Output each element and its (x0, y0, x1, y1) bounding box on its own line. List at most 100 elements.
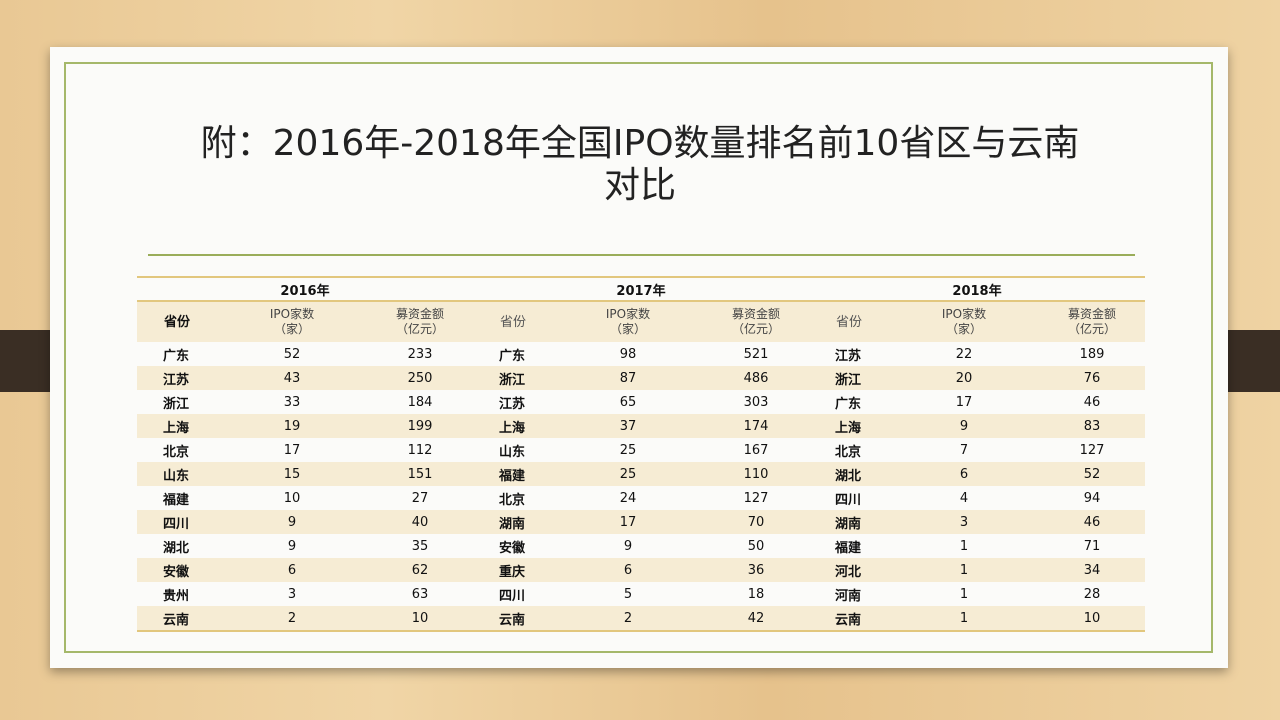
table-row: 山东 15 151 福建 25 110 湖北 6 52 (137, 462, 1145, 486)
cell-province: 山东 (499, 444, 526, 460)
cell-province: 云南 (809, 606, 889, 632)
cell-province: 福建 (473, 462, 553, 486)
header-province: 省份 (473, 301, 553, 342)
cell-ipo-count: 19 (217, 414, 367, 438)
header-label: 募资金额 (395, 307, 444, 321)
cell-province: 四川 (137, 510, 217, 534)
cell-province: 安徽 (137, 558, 217, 582)
cell-ipo-count: 98 (619, 346, 637, 362)
cell-province: 贵州 (163, 588, 190, 604)
cell-province: 浙江 (473, 366, 553, 390)
cell-ipo-count: 15 (217, 462, 367, 486)
cell-province: 广东 (163, 348, 190, 364)
title-line-1: 附：2016年-2018年全国IPO数量排名前10省区与云南 (200, 123, 1080, 164)
cell-ipo-count: 7 (959, 442, 969, 458)
cell-ipo-count: 37 (553, 414, 703, 438)
cell-amount: 486 (703, 366, 809, 390)
cell-amount: 250 (367, 366, 473, 390)
header-ipo-count: IPO家数 （家） (217, 301, 367, 342)
header-amount: 募资金额 （亿元） (703, 301, 809, 342)
table-row: 四川 9 40 湖南 17 70 湖南 3 46 (137, 510, 1145, 534)
cell-ipo-count: 10 (283, 490, 301, 506)
cell-amount: 167 (743, 442, 769, 458)
cell-amount: 303 (743, 394, 769, 410)
cell-amount: 71 (1083, 538, 1101, 554)
cell-province: 浙江 (809, 366, 889, 390)
title-divider (148, 254, 1135, 256)
cell-amount: 76 (1039, 366, 1145, 390)
slide-frame (64, 62, 1213, 653)
cell-ipo-count: 43 (217, 366, 367, 390)
cell-amount: 18 (747, 586, 765, 602)
cell-amount: 112 (407, 442, 433, 458)
year-header: 2018年 (809, 276, 1145, 302)
cell-amount: 174 (703, 414, 809, 438)
cell-amount: 199 (367, 414, 473, 438)
table-row: 广东 52 233 广东 98 521 江苏 22 189 (137, 342, 1145, 366)
header-label: IPO家数 (269, 307, 315, 321)
year-header: 2017年 (473, 276, 809, 302)
cell-province: 上海 (473, 414, 553, 438)
cell-province: 河南 (835, 588, 862, 604)
cell-province: 四川 (835, 492, 862, 508)
cell-province: 江苏 (835, 348, 862, 364)
cell-ipo-count: 25 (553, 462, 703, 486)
cell-amount: 46 (1039, 510, 1145, 534)
cell-province: 上海 (137, 414, 217, 438)
cell-amount: 40 (367, 510, 473, 534)
cell-amount: 52 (1039, 462, 1145, 486)
cell-amount: 151 (367, 462, 473, 486)
cell-ipo-count: 3 (287, 586, 297, 602)
cell-ipo-count: 17 (553, 510, 703, 534)
year-header: 2016年 (137, 276, 473, 302)
cell-province: 福建 (163, 492, 190, 508)
cell-province: 北京 (163, 444, 190, 460)
cell-ipo-count: 17 (955, 394, 973, 410)
slide-title: 附：2016年-2018年全国IPO数量排名前10省区与云南 对比 (140, 123, 1140, 207)
cell-amount: 63 (411, 586, 429, 602)
cell-province: 山东 (137, 462, 217, 486)
cell-province: 湖南 (473, 510, 553, 534)
cell-province: 上海 (809, 414, 889, 438)
header-label: IPO家数 (605, 307, 651, 321)
cell-province: 河北 (809, 558, 889, 582)
ipo-table: 2016年 2017年 2018年 省份 IPO家数 （家） 募资金额 （亿元） 省份 IPO家… (137, 276, 1145, 632)
cell-amount: 35 (411, 538, 429, 554)
header-label: 募资金额 (1067, 307, 1116, 321)
cell-province: 江苏 (499, 396, 526, 412)
table-row: 浙江 33 184 江苏 65 303 广东 17 46 (137, 390, 1145, 414)
cell-amount: 83 (1039, 414, 1145, 438)
cell-amount: 94 (1083, 490, 1101, 506)
table-row: 福建 10 27 北京 24 127 四川 4 94 (137, 486, 1145, 510)
cell-province: 广东 (835, 396, 862, 412)
cell-province: 北京 (835, 444, 862, 460)
cell-ipo-count: 3 (889, 510, 1039, 534)
header-unit: （家） (945, 322, 982, 336)
cell-ipo-count: 1 (959, 586, 969, 602)
cell-province: 四川 (499, 588, 526, 604)
table-row: 北京 17 112 山东 25 167 北京 7 127 (137, 438, 1145, 462)
title-line-2: 对比 (603, 165, 676, 206)
cell-ipo-count: 65 (619, 394, 637, 410)
cell-province: 北京 (499, 492, 526, 508)
table-row: 江苏 43 250 浙江 87 486 浙江 20 76 (137, 366, 1145, 390)
cell-ipo-count: 17 (283, 442, 301, 458)
cell-ipo-count: 2 (217, 606, 367, 632)
cell-province: 安徽 (499, 540, 526, 556)
cell-amount: 10 (367, 606, 473, 632)
cell-amount: 27 (411, 490, 429, 506)
cell-ipo-count: 1 (889, 606, 1039, 632)
cell-amount: 46 (1083, 394, 1101, 410)
header-ipo-count: IPO家数 （家） (553, 301, 703, 342)
cell-ipo-count: 87 (553, 366, 703, 390)
header-label: 募资金额 (731, 307, 780, 321)
cell-province: 江苏 (137, 366, 217, 390)
table-row: 安徽 6 62 重庆 6 36 河北 1 34 (137, 558, 1145, 582)
cell-province: 云南 (137, 606, 217, 632)
cell-province: 福建 (835, 540, 862, 556)
cell-ipo-count: 6 (553, 558, 703, 582)
header-amount: 募资金额 （亿元） (1039, 301, 1145, 342)
cell-ipo-count: 4 (959, 490, 969, 506)
cell-amount: 62 (367, 558, 473, 582)
cell-ipo-count: 6 (889, 462, 1039, 486)
